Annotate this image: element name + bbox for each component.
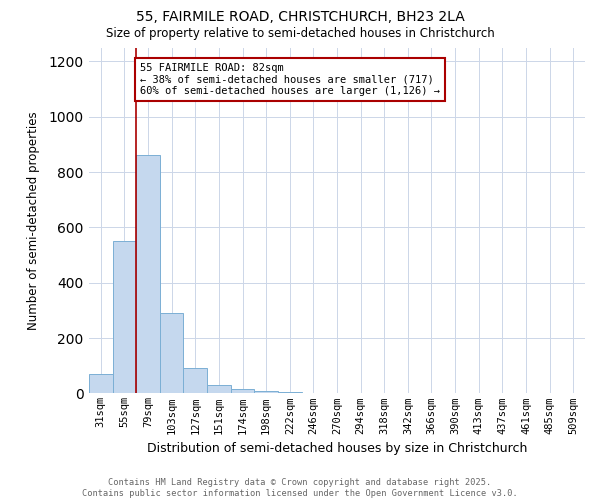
- Text: 55 FAIRMILE ROAD: 82sqm
← 38% of semi-detached houses are smaller (717)
60% of s: 55 FAIRMILE ROAD: 82sqm ← 38% of semi-de…: [140, 62, 440, 96]
- Bar: [113, 241, 136, 394]
- Text: Size of property relative to semi-detached houses in Christchurch: Size of property relative to semi-detach…: [106, 28, 494, 40]
- Text: Contains HM Land Registry data © Crown copyright and database right 2025.
Contai: Contains HM Land Registry data © Crown c…: [82, 478, 518, 498]
- Bar: [136, 156, 160, 394]
- Bar: [184, 368, 207, 394]
- Bar: [89, 374, 113, 394]
- Bar: [254, 390, 278, 394]
- Bar: [278, 392, 302, 394]
- Text: 55, FAIRMILE ROAD, CHRISTCHURCH, BH23 2LA: 55, FAIRMILE ROAD, CHRISTCHURCH, BH23 2L…: [136, 10, 464, 24]
- Bar: [160, 313, 184, 394]
- Y-axis label: Number of semi-detached properties: Number of semi-detached properties: [27, 111, 40, 330]
- X-axis label: Distribution of semi-detached houses by size in Christchurch: Distribution of semi-detached houses by …: [147, 442, 527, 455]
- Bar: [231, 389, 254, 394]
- Bar: [207, 385, 231, 394]
